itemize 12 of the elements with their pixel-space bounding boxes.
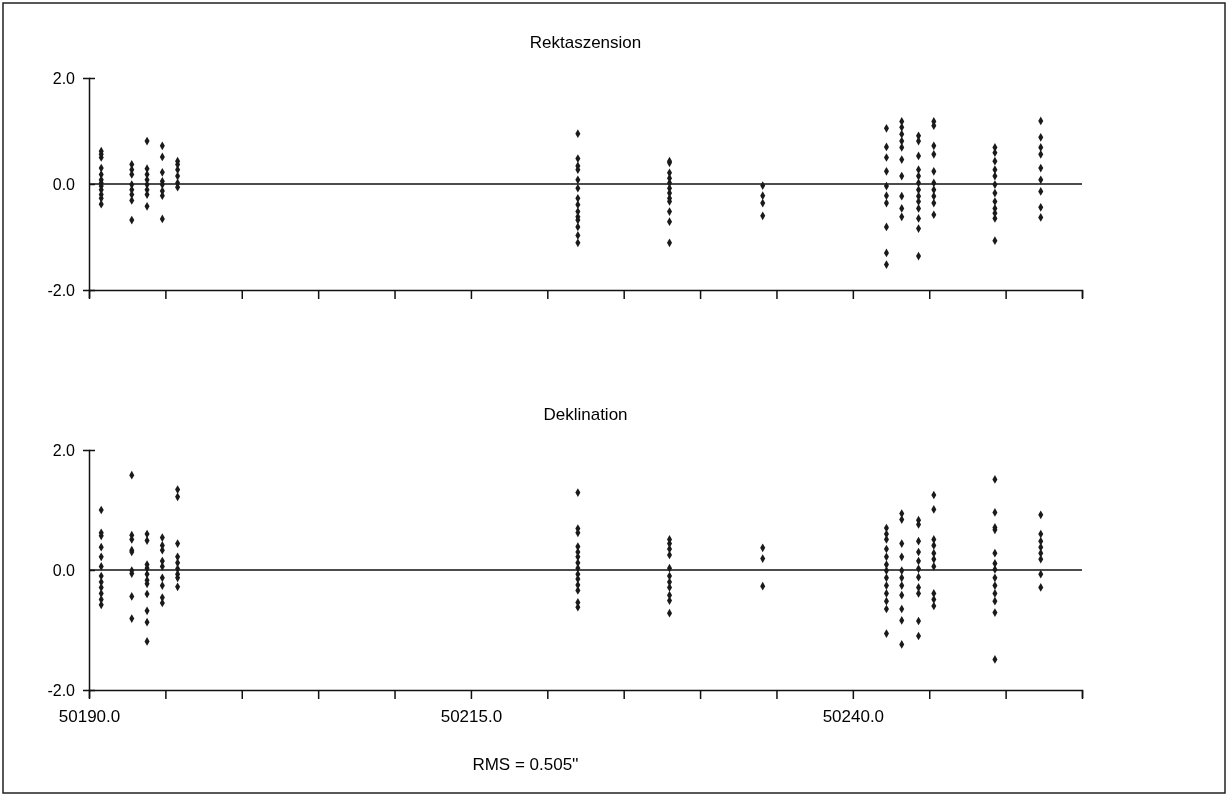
- chart-title: Rektaszension: [529, 33, 642, 52]
- x-tick-label: 50190.0: [58, 707, 121, 727]
- y-tick-label: 2.0: [52, 69, 76, 87]
- y-tick-label: 2.0: [52, 441, 76, 459]
- y-tick-label: -2.0: [47, 681, 76, 699]
- y-tick-label: 0.0: [52, 561, 76, 579]
- text: RMS = 0.505'': [472, 755, 579, 774]
- chart-title: Deklination: [543, 405, 628, 424]
- y-tick-label: 0.0: [52, 175, 76, 193]
- y-tick-label: -2.0: [47, 281, 76, 299]
- x-tick-label: 50240.0: [822, 707, 885, 727]
- x-tick-label: 50215.0: [440, 707, 503, 727]
